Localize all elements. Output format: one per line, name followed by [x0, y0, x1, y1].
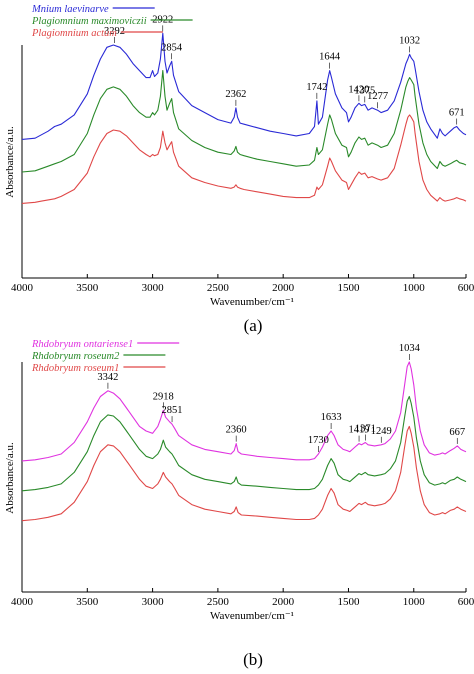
peak-label: 1249	[371, 426, 392, 437]
legend-label-3: Plagiomnium actum	[31, 28, 117, 39]
x-tick-label: 2500	[207, 282, 230, 294]
peak-label: 1032	[399, 35, 420, 46]
peak-label: 671	[449, 108, 465, 119]
peak-label: 1371	[355, 424, 376, 435]
x-tick-label: 1000	[403, 282, 426, 294]
peak-label: 2362	[225, 89, 246, 100]
legend-label-3: Rhdobryum roseum1	[31, 363, 119, 374]
peak-label: 3292	[104, 26, 125, 37]
x-tick-label: 4000	[11, 596, 34, 608]
peak-label: 1644	[319, 52, 341, 63]
peak-label: 1277	[367, 91, 388, 102]
x-tick-label: 2000	[272, 282, 295, 294]
peak-label: 2360	[226, 425, 247, 436]
x-tick-label: 3000	[142, 596, 165, 608]
legend-label-1: Rhdobryum ontariense1	[31, 339, 133, 350]
x-tick-group: 4000 3500 3000 2500 2000 1500 1000 600	[11, 588, 474, 608]
peak-label: 2918	[153, 391, 174, 402]
y-axis-title: Absorbance/a.u.	[4, 126, 16, 198]
x-tick-label: 600	[458, 282, 474, 294]
panel-b: 4000 3500 3000 2500 2000 1500 1000 600 3342 2918…	[4, 339, 474, 669]
series-line-1	[21, 361, 467, 462]
series-line-3	[21, 114, 467, 204]
peak-label: 2854	[161, 42, 183, 53]
x-tick-group: 4000 3500 3000 2500 2000 1500 1000 600	[11, 274, 474, 294]
series-group	[21, 361, 467, 522]
peak-label: 1419	[349, 425, 370, 436]
panel-a: 4000 3500 3000 2500 2000 1500 1000 600 32922922…	[4, 4, 474, 335]
x-tick-label: 2500	[207, 596, 230, 608]
series-line-2	[21, 70, 467, 173]
legend-label-2: Plagiomnium maximoviczii	[31, 16, 147, 27]
peak-label: 1034	[399, 343, 421, 354]
peak-label: 1742	[306, 82, 327, 93]
legend-label-1: Mnium laevinarve	[31, 4, 109, 15]
peak-label: 1375	[354, 85, 375, 96]
y-axis-title: Absorbance/a.u.	[4, 442, 16, 514]
x-tick-label: 3500	[76, 282, 99, 294]
peak-label: 1730	[308, 435, 329, 446]
x-tick-label: 2000	[272, 596, 295, 608]
x-tick-label: 3000	[142, 282, 165, 294]
legend-label-2: Rhdobryum roseum2	[31, 351, 120, 362]
peak-label: 3342	[97, 372, 118, 383]
panel-label: (b)	[243, 650, 263, 669]
series-line-1	[21, 32, 467, 140]
x-axis-title: Wavenumber/cm⁻¹	[210, 610, 294, 622]
x-tick-label: 4000	[11, 282, 34, 294]
x-tick-label: 3500	[76, 596, 99, 608]
peak-label: 667	[449, 427, 465, 438]
x-axis-title: Wavenumber/cm⁻¹	[210, 296, 294, 308]
x-tick-label: 600	[458, 596, 474, 608]
peak-label: 1420	[348, 84, 369, 95]
x-tick-label: 1500	[337, 596, 360, 608]
x-tick-label: 1500	[337, 282, 360, 294]
series-line-3	[21, 425, 467, 522]
panel-label: (a)	[244, 316, 263, 335]
peak-label: 2851	[162, 405, 183, 416]
series-group	[21, 32, 467, 204]
x-tick-label: 1000	[403, 596, 426, 608]
series-line-2	[21, 395, 467, 492]
peak-label: 1633	[321, 412, 342, 423]
